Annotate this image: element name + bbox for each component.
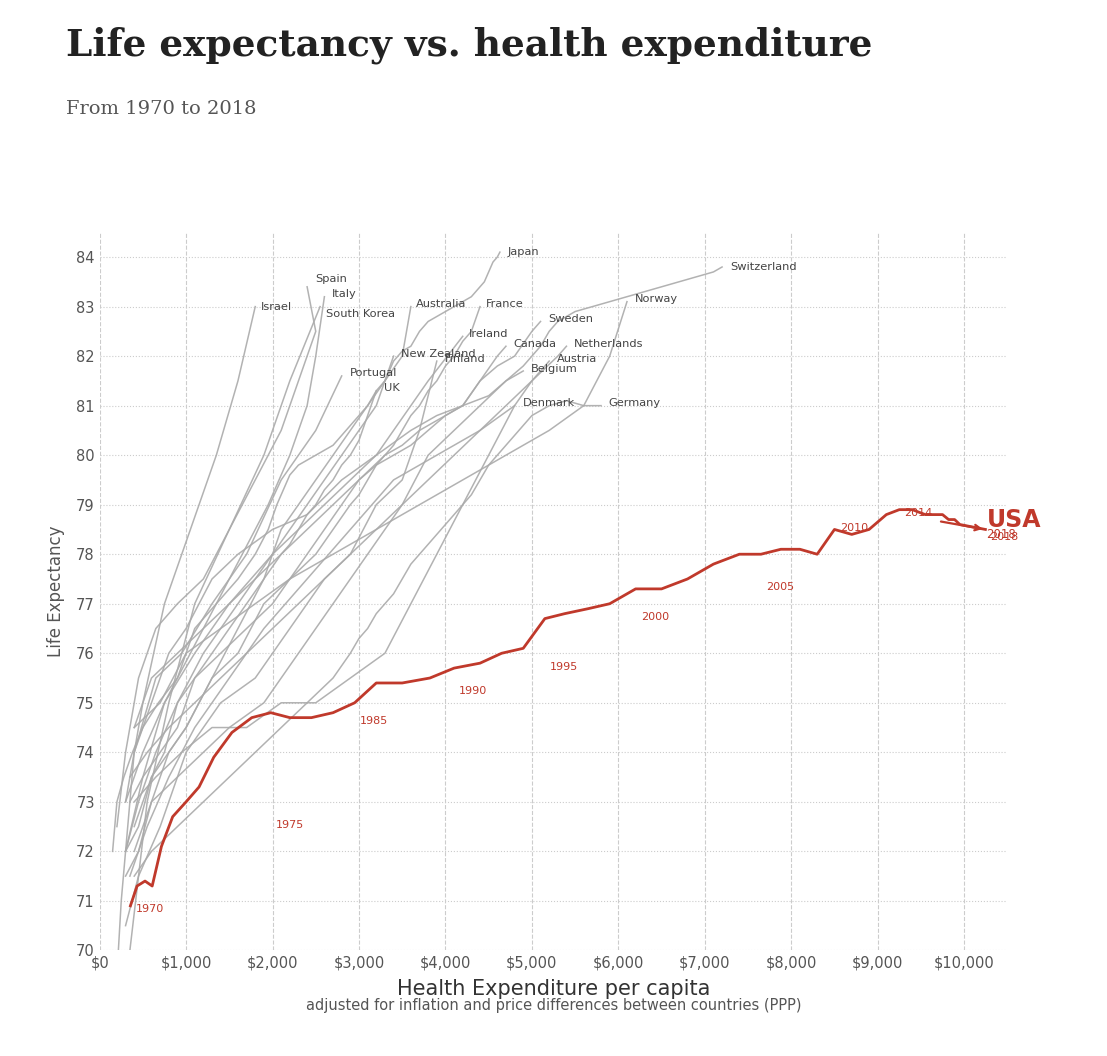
Text: adjusted for inflation and price differences between countries (PPP): adjusted for inflation and price differe… xyxy=(306,998,801,1013)
Text: Our World: Our World xyxy=(959,32,1051,48)
Text: Belgium: Belgium xyxy=(531,363,578,374)
Text: Life expectancy vs. health expenditure: Life expectancy vs. health expenditure xyxy=(66,26,872,64)
Text: in Data: in Data xyxy=(972,60,1037,75)
Text: Italy: Italy xyxy=(332,289,356,299)
Text: France: France xyxy=(486,299,524,309)
Y-axis label: Life Expectancy: Life Expectancy xyxy=(46,526,65,657)
Text: Sweden: Sweden xyxy=(548,314,593,324)
Text: Israel: Israel xyxy=(260,302,291,312)
Text: 2005: 2005 xyxy=(766,582,795,592)
Text: 2018: 2018 xyxy=(991,532,1018,543)
Text: Spain: Spain xyxy=(314,275,346,284)
Text: 1985: 1985 xyxy=(360,716,389,727)
Text: UK: UK xyxy=(384,383,400,393)
Text: Switzerland: Switzerland xyxy=(730,262,796,272)
Text: Canada: Canada xyxy=(514,339,557,348)
Text: From 1970 to 2018: From 1970 to 2018 xyxy=(66,100,257,118)
Text: USA: USA xyxy=(986,508,1041,531)
Text: Denmark: Denmark xyxy=(523,398,575,409)
Text: Austria: Austria xyxy=(557,354,597,363)
X-axis label: Health Expenditure per capita: Health Expenditure per capita xyxy=(396,979,711,999)
Text: Japan: Japan xyxy=(508,247,539,257)
Text: 2018: 2018 xyxy=(986,528,1016,541)
Text: 1995: 1995 xyxy=(550,662,578,672)
Text: 2000: 2000 xyxy=(641,612,669,622)
Text: New Zealand: New Zealand xyxy=(402,348,476,359)
Text: Netherlands: Netherlands xyxy=(575,339,644,348)
Text: South Korea: South Korea xyxy=(327,309,395,319)
Text: 1990: 1990 xyxy=(459,686,487,696)
Text: Finland: Finland xyxy=(445,354,485,363)
Text: 1975: 1975 xyxy=(276,821,304,830)
Text: Portugal: Portugal xyxy=(350,369,396,378)
Text: Ireland: Ireland xyxy=(468,328,508,339)
Text: 2010: 2010 xyxy=(839,523,868,533)
Text: 2014: 2014 xyxy=(904,508,933,518)
Text: Australia: Australia xyxy=(416,299,466,309)
Text: Germany: Germany xyxy=(609,398,661,409)
Text: 1970: 1970 xyxy=(135,904,164,913)
Text: Norway: Norway xyxy=(634,295,677,304)
